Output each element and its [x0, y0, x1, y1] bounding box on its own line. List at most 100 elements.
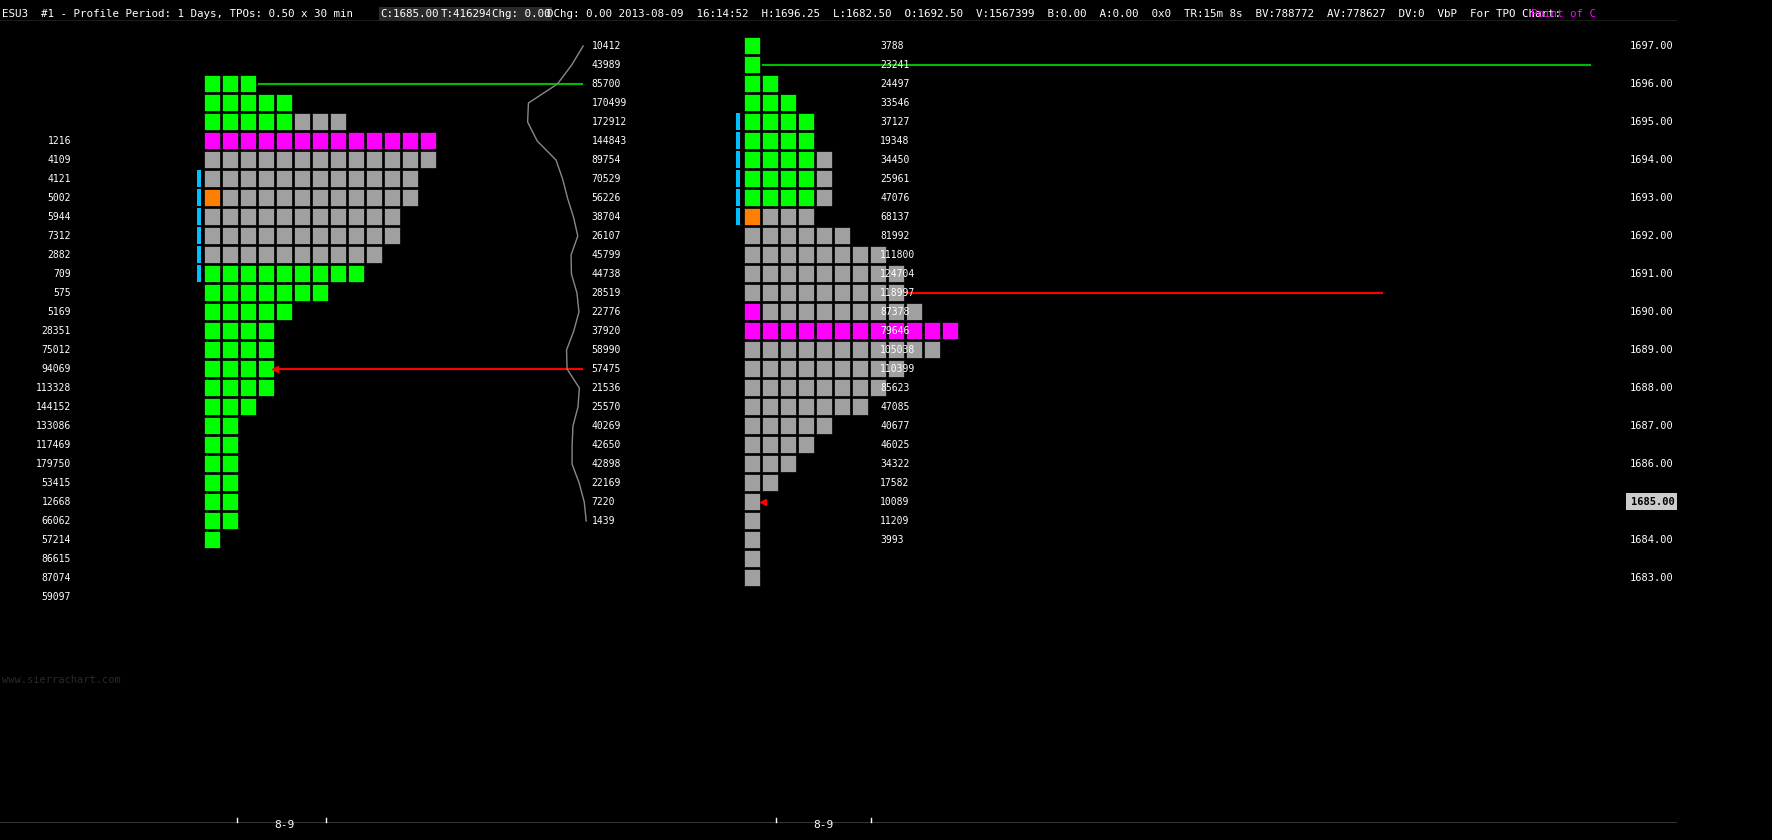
- Text: 79646: 79646: [881, 326, 909, 336]
- Text: 1690.00: 1690.00: [1630, 307, 1673, 317]
- Bar: [204, 113, 220, 130]
- Bar: [222, 246, 239, 263]
- Bar: [780, 132, 796, 149]
- Bar: [259, 341, 275, 358]
- Text: 1694.00: 1694.00: [1630, 155, 1673, 165]
- Bar: [833, 360, 851, 377]
- Bar: [349, 265, 365, 282]
- Bar: [744, 170, 760, 187]
- Bar: [852, 398, 868, 415]
- Bar: [259, 303, 275, 320]
- Bar: [815, 379, 831, 396]
- Bar: [294, 113, 310, 130]
- Bar: [888, 303, 904, 320]
- Bar: [204, 436, 220, 453]
- Bar: [312, 246, 328, 263]
- Bar: [870, 284, 886, 301]
- Bar: [259, 379, 275, 396]
- Bar: [204, 75, 220, 92]
- Bar: [259, 208, 275, 225]
- Bar: [797, 436, 813, 453]
- Text: 81992: 81992: [881, 231, 909, 241]
- Text: 170499: 170499: [592, 98, 627, 108]
- Bar: [815, 265, 831, 282]
- Bar: [241, 303, 257, 320]
- Bar: [367, 132, 383, 149]
- Bar: [870, 379, 886, 396]
- Bar: [744, 512, 760, 529]
- Bar: [222, 455, 239, 472]
- Bar: [276, 170, 292, 187]
- Bar: [780, 455, 796, 472]
- Bar: [735, 170, 741, 187]
- Text: 87378: 87378: [881, 307, 909, 317]
- Bar: [204, 398, 220, 415]
- Bar: [815, 417, 831, 434]
- Bar: [241, 379, 257, 396]
- Bar: [330, 265, 346, 282]
- Text: 4109: 4109: [48, 155, 71, 165]
- Bar: [222, 512, 239, 529]
- Bar: [852, 246, 868, 263]
- Text: 22169: 22169: [592, 478, 620, 488]
- Bar: [276, 208, 292, 225]
- Bar: [780, 189, 796, 206]
- Bar: [241, 284, 257, 301]
- Bar: [197, 170, 200, 187]
- Bar: [204, 189, 220, 206]
- Text: 47085: 47085: [881, 402, 909, 412]
- Bar: [888, 322, 904, 339]
- Bar: [735, 132, 741, 149]
- Text: 22776: 22776: [592, 307, 620, 317]
- Bar: [762, 455, 778, 472]
- Bar: [204, 151, 220, 168]
- Bar: [312, 208, 328, 225]
- Bar: [815, 246, 831, 263]
- Text: 11209: 11209: [881, 516, 909, 526]
- Bar: [870, 322, 886, 339]
- Bar: [402, 170, 418, 187]
- Bar: [197, 265, 200, 282]
- Bar: [385, 227, 400, 244]
- Bar: [241, 132, 257, 149]
- Bar: [780, 379, 796, 396]
- Text: 2882: 2882: [48, 250, 71, 260]
- Bar: [780, 113, 796, 130]
- Bar: [744, 151, 760, 168]
- Bar: [204, 322, 220, 339]
- Text: 34322: 34322: [881, 459, 909, 469]
- Bar: [367, 208, 383, 225]
- Text: 144843: 144843: [592, 136, 627, 146]
- Bar: [735, 189, 741, 206]
- Bar: [762, 436, 778, 453]
- Bar: [330, 151, 346, 168]
- Bar: [222, 417, 239, 434]
- Text: 85700: 85700: [592, 79, 620, 89]
- Bar: [367, 151, 383, 168]
- Bar: [762, 303, 778, 320]
- Bar: [222, 360, 239, 377]
- Bar: [815, 398, 831, 415]
- Bar: [797, 151, 813, 168]
- Bar: [276, 113, 292, 130]
- Text: 7220: 7220: [592, 497, 615, 507]
- Bar: [312, 189, 328, 206]
- Bar: [222, 303, 239, 320]
- Bar: [312, 265, 328, 282]
- Text: 1693.00: 1693.00: [1630, 193, 1673, 203]
- Bar: [797, 246, 813, 263]
- Bar: [923, 322, 939, 339]
- Bar: [385, 208, 400, 225]
- Text: 144152: 144152: [35, 402, 71, 412]
- Bar: [197, 246, 200, 263]
- Text: 87074: 87074: [41, 573, 71, 583]
- Bar: [762, 151, 778, 168]
- Bar: [833, 322, 851, 339]
- Bar: [780, 170, 796, 187]
- Bar: [312, 113, 328, 130]
- Text: 110399: 110399: [881, 364, 916, 374]
- Bar: [744, 56, 760, 73]
- Text: 75012: 75012: [41, 345, 71, 355]
- Bar: [204, 265, 220, 282]
- Bar: [241, 227, 257, 244]
